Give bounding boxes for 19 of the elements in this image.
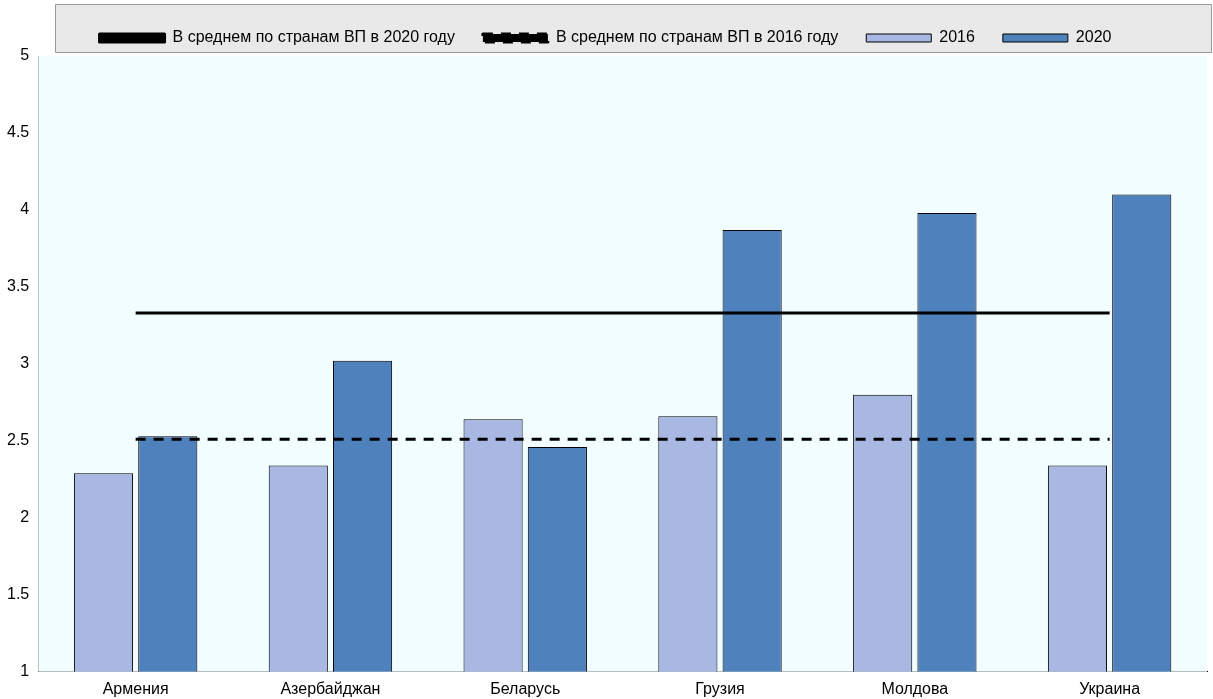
y-tick-label: 1 [20,662,30,680]
x-tick-label: Молдова [881,679,949,697]
x-tick-label: Украина [1079,679,1141,697]
legend-label: 2016 [939,28,975,46]
y-tick-label: 1.5 [6,585,30,603]
y-tick-label: 4.5 [6,123,30,141]
x-tick-label: Азербайджан [280,679,381,697]
legend-label: 2020 [1075,28,1112,46]
x-tick-label: Беларусь [490,679,561,697]
y-tick-label: 4 [20,200,30,218]
legend-label: В среднем по странам ВП в 2016 году [555,28,839,46]
y-tick-label: 5 [20,46,30,64]
y-tick-label: 3.5 [6,277,30,295]
y-tick-label: 2 [20,508,30,526]
x-tick-label: Армения [102,679,169,697]
y-tick-label: 3 [20,354,30,372]
y-tick-label: 2.5 [6,431,30,449]
legend-label: В среднем по странам ВП в 2020 году [172,28,455,46]
x-tick-label: Грузия [695,679,745,697]
